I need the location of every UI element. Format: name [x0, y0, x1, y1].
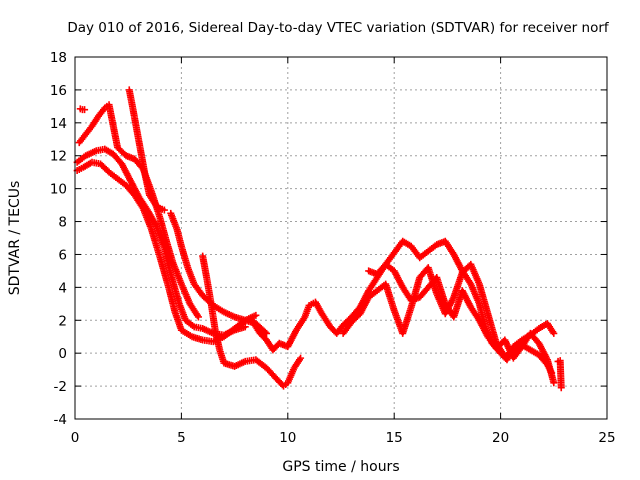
data-point [550, 329, 558, 337]
data-point [160, 206, 168, 214]
grid-lines [75, 57, 607, 419]
y-tick-label: 0 [58, 346, 67, 362]
x-tick-label: 15 [386, 430, 403, 446]
data-point [194, 313, 202, 321]
axis-ticks: -4 -2 0 2 4 6 8 10 12 14 16 18 0 5 10 15 20 25 [50, 50, 616, 446]
data-point-interp [261, 328, 269, 336]
data-point [550, 379, 558, 387]
data-point [263, 329, 271, 337]
y-tick-label: -2 [54, 379, 67, 395]
data-points [73, 86, 565, 392]
x-tick-label: 0 [71, 430, 80, 446]
data-point [241, 323, 249, 331]
x-tick-label: 10 [279, 430, 296, 446]
series-1 [73, 145, 249, 339]
data-point [252, 311, 260, 319]
series-2 [75, 101, 202, 321]
y-tick-label: 14 [50, 116, 67, 132]
y-tick-label: 4 [58, 280, 67, 296]
x-tick-label: 25 [598, 430, 615, 446]
data-point [557, 384, 565, 392]
y-tick-label: 18 [50, 50, 67, 66]
series-5 [199, 252, 305, 390]
y-tick-label: 12 [50, 149, 67, 165]
chart-title: Day 010 of 2016, Sidereal Day-to-day VTE… [67, 20, 610, 36]
y-tick-label: 16 [50, 83, 67, 99]
y-axis-label: SDTVAR / TECUs [7, 181, 23, 296]
data-point [297, 354, 305, 362]
series-3 [125, 86, 168, 214]
y-tick-label: 6 [58, 247, 67, 263]
y-tick-label: 10 [50, 182, 67, 198]
data-point [81, 106, 89, 114]
y-tick-label: 8 [58, 215, 67, 231]
x-tick-label: 5 [177, 430, 186, 446]
plot-frame [74, 56, 608, 420]
y-tick-label: 2 [58, 313, 67, 329]
x-axis-label: GPS time / hours [282, 459, 399, 475]
series-8 [365, 260, 558, 387]
series-9 [76, 105, 565, 392]
x-tick-label: 20 [492, 430, 509, 446]
y-tick-label: -4 [54, 412, 67, 428]
